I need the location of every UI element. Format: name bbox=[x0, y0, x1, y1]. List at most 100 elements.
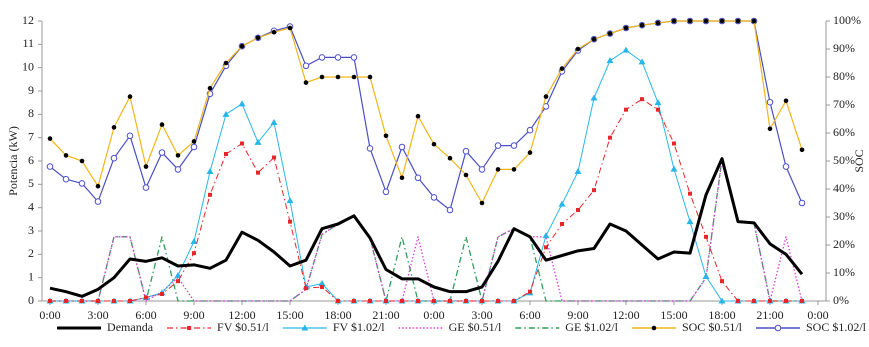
legend-item: SOC $1.02/l bbox=[755, 320, 867, 334]
legend-label: Demanda bbox=[107, 320, 154, 334]
marker bbox=[94, 198, 102, 205]
marker bbox=[110, 154, 118, 162]
marker bbox=[256, 170, 260, 175]
marker bbox=[142, 184, 150, 191]
marker bbox=[47, 136, 53, 141]
marker bbox=[302, 62, 310, 70]
x-tick-label: 12:00 bbox=[228, 308, 255, 322]
marker bbox=[175, 153, 181, 158]
marker bbox=[399, 175, 405, 181]
marker bbox=[526, 126, 534, 134]
marker bbox=[782, 163, 790, 170]
marker bbox=[448, 299, 452, 303]
marker bbox=[79, 158, 85, 164]
marker bbox=[80, 299, 84, 303]
marker bbox=[336, 299, 340, 303]
marker bbox=[494, 142, 502, 149]
marker bbox=[416, 299, 420, 303]
marker bbox=[590, 94, 598, 101]
marker bbox=[352, 299, 356, 303]
marker bbox=[176, 279, 180, 284]
marker bbox=[143, 164, 149, 169]
marker bbox=[368, 299, 372, 303]
marker bbox=[415, 113, 421, 119]
marker bbox=[783, 98, 789, 104]
legend-item: SOC $0.51/l bbox=[631, 320, 743, 334]
x-tick-label: 15:00 bbox=[660, 308, 687, 322]
marker bbox=[78, 180, 86, 187]
marker bbox=[208, 192, 212, 197]
y-tick-label: 8 bbox=[28, 106, 34, 120]
marker bbox=[158, 149, 166, 156]
series-line bbox=[49, 157, 804, 298]
marker bbox=[558, 200, 566, 207]
marker bbox=[207, 85, 213, 91]
marker bbox=[174, 166, 182, 173]
y-axis-title: Potencia (kW) bbox=[6, 126, 20, 196]
marker bbox=[511, 167, 517, 172]
marker bbox=[798, 199, 806, 207]
marker bbox=[174, 271, 182, 278]
marker bbox=[719, 18, 725, 24]
legend-item: GE $1.02/l bbox=[515, 320, 619, 334]
marker bbox=[751, 18, 757, 24]
marker bbox=[190, 143, 198, 151]
marker bbox=[686, 218, 694, 225]
x-tick-label: 6:00 bbox=[519, 308, 540, 322]
y2-tick-label: 10% bbox=[833, 265, 855, 279]
x-tick-label: 12:00 bbox=[612, 308, 639, 322]
marker bbox=[464, 299, 468, 303]
x-tick-label: 21:00 bbox=[756, 308, 783, 322]
y-tick-label: 1 bbox=[28, 269, 34, 283]
y-tick-label: 12 bbox=[22, 13, 34, 27]
legend-item: GE $0.51/l bbox=[398, 320, 502, 334]
marker bbox=[128, 299, 132, 303]
marker bbox=[351, 74, 357, 80]
marker bbox=[576, 208, 580, 212]
x-tick-label: 15:00 bbox=[276, 308, 303, 322]
marker bbox=[703, 18, 709, 24]
marker bbox=[736, 299, 740, 303]
marker bbox=[96, 299, 100, 303]
marker bbox=[111, 125, 117, 130]
marker bbox=[224, 152, 228, 156]
marker bbox=[623, 25, 629, 31]
marker bbox=[735, 18, 741, 24]
y2-axis-title: SOC bbox=[852, 149, 866, 172]
marker bbox=[800, 299, 804, 303]
marker bbox=[382, 188, 390, 196]
y2-tick-label: 0% bbox=[833, 293, 849, 307]
marker bbox=[688, 191, 692, 196]
legend-label: FV $1.02/l bbox=[333, 320, 385, 334]
x-tick-label: 0:00 bbox=[423, 308, 444, 322]
marker bbox=[430, 194, 438, 201]
marker bbox=[95, 183, 101, 189]
y2-tick-label: 100% bbox=[833, 13, 861, 27]
series-line bbox=[50, 158, 802, 302]
legend-label: SOC $1.02/l bbox=[806, 320, 867, 334]
marker bbox=[543, 94, 549, 99]
marker bbox=[126, 132, 134, 140]
marker bbox=[527, 150, 533, 155]
y-tick-label: 10 bbox=[22, 59, 34, 73]
legend-item: FV $1.02/l bbox=[282, 320, 385, 334]
legend-label: GE $0.51/l bbox=[449, 320, 502, 334]
marker bbox=[64, 299, 68, 303]
y2-tick-label: 80% bbox=[833, 69, 855, 83]
y-tick-label: 9 bbox=[28, 83, 34, 97]
marker bbox=[768, 299, 772, 303]
marker bbox=[639, 22, 645, 28]
marker bbox=[191, 139, 197, 144]
marker bbox=[671, 18, 677, 24]
legend-item: Demanda bbox=[57, 320, 154, 334]
marker bbox=[414, 174, 422, 182]
marker bbox=[62, 175, 70, 183]
legend-label: SOC $0.51/l bbox=[682, 320, 743, 334]
marker bbox=[575, 46, 581, 52]
marker bbox=[462, 147, 470, 155]
series-line bbox=[49, 20, 803, 211]
marker bbox=[301, 324, 309, 331]
marker bbox=[784, 299, 788, 303]
marker bbox=[431, 141, 437, 147]
